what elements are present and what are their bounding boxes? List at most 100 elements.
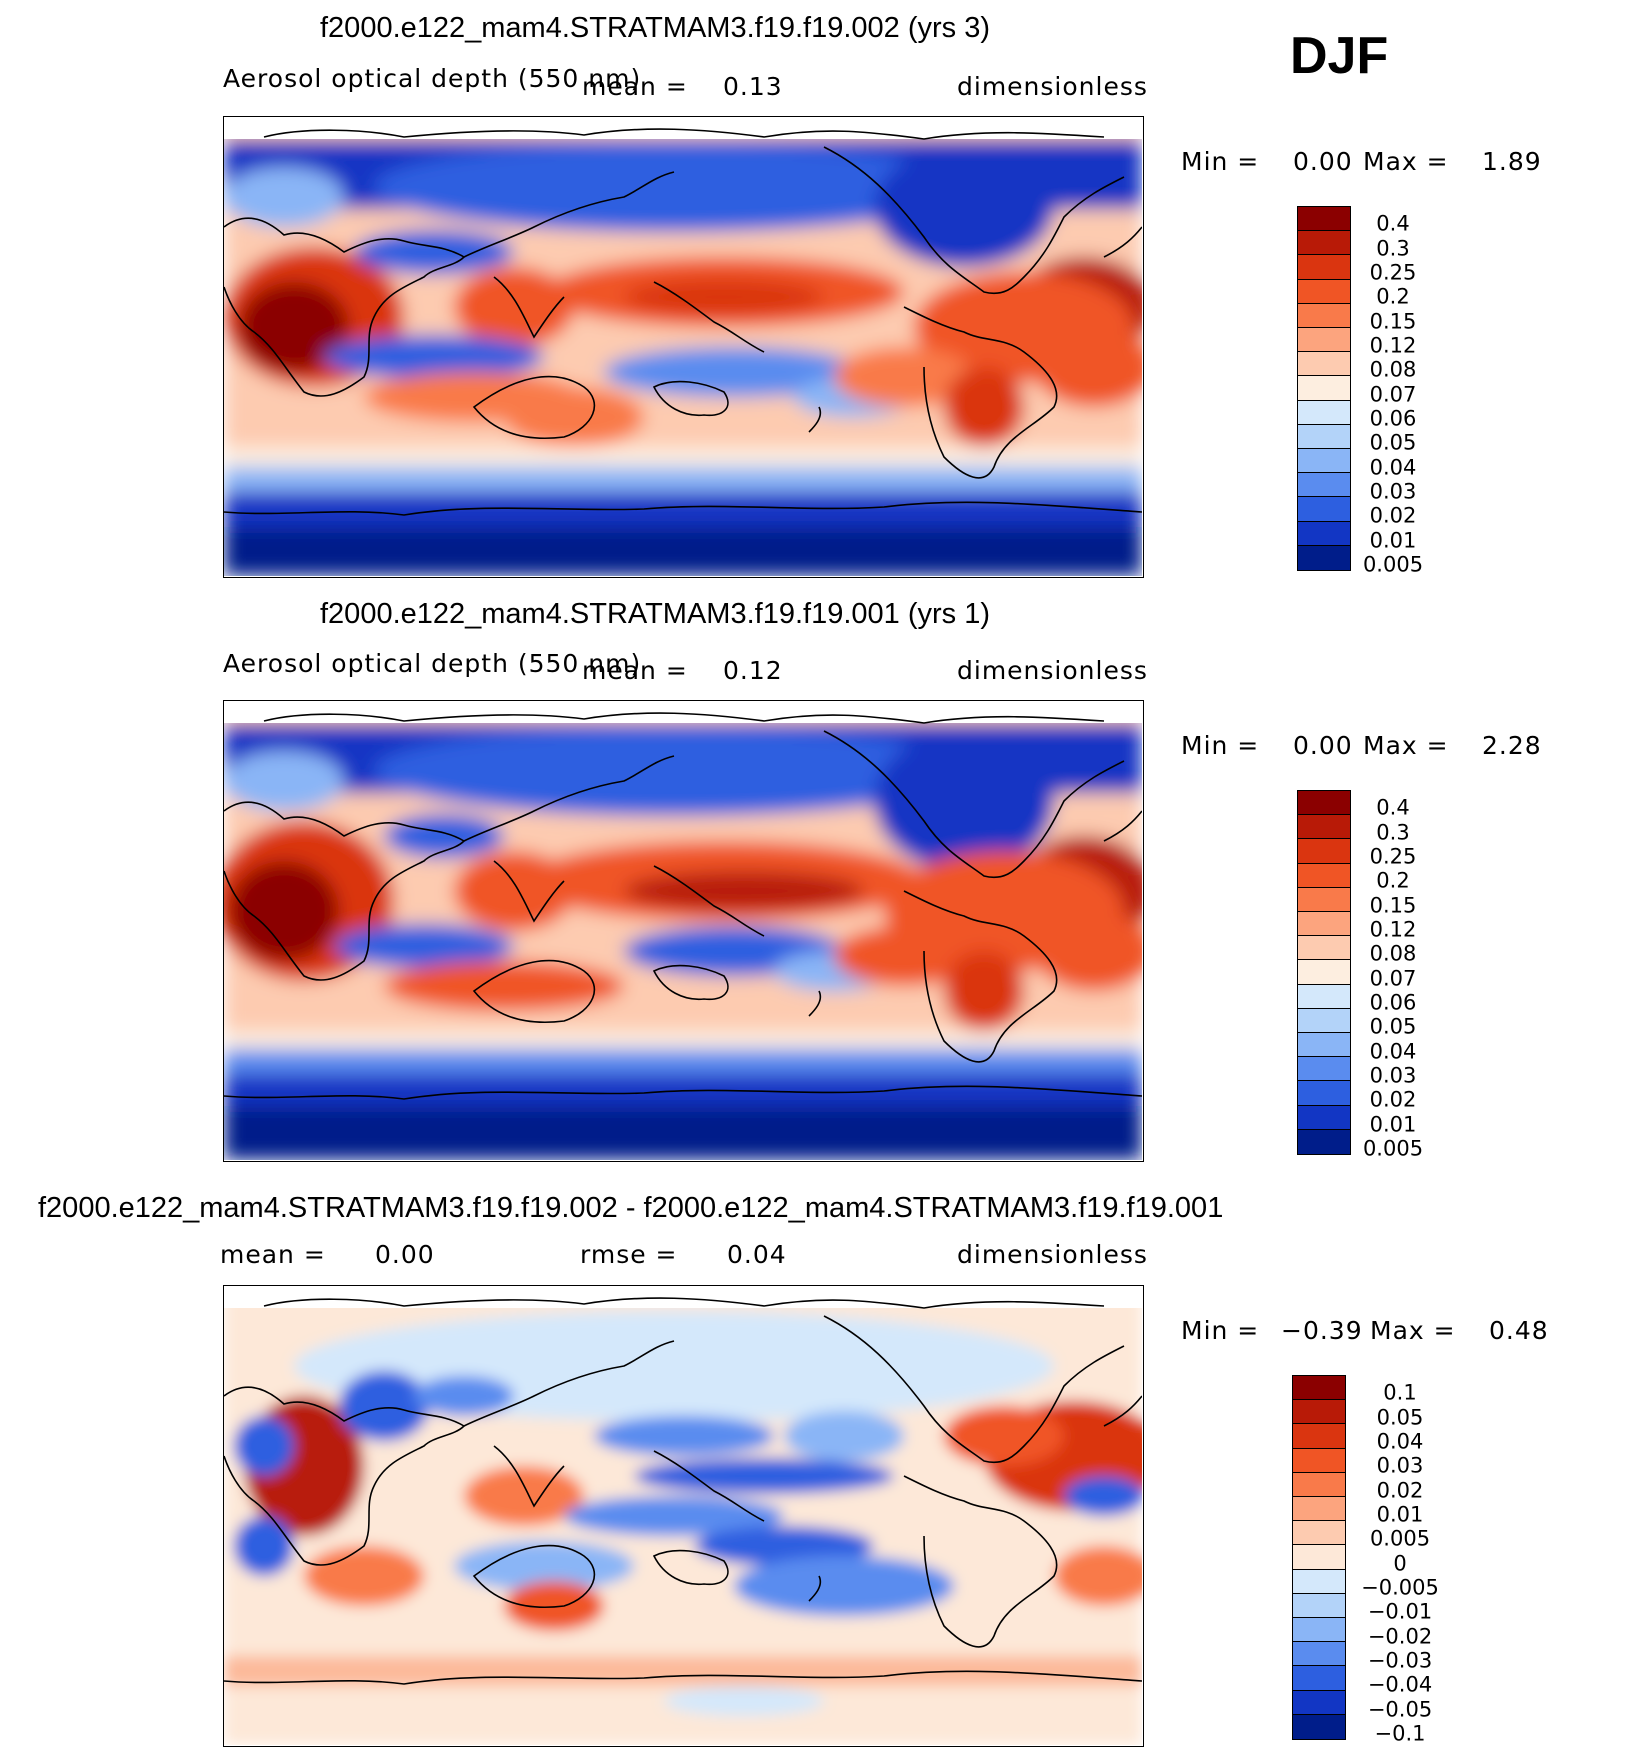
colorbar-tick-label: −0.01 [1367, 1599, 1433, 1624]
colorbar-segment [1298, 497, 1350, 522]
panel-3-map [223, 1285, 1144, 1747]
colorbar-segment [1293, 1593, 1345, 1618]
colorbar-tick-label: 0.05 [1376, 1405, 1424, 1430]
panel-1-map [223, 116, 1144, 578]
colorbar-segment [1298, 449, 1350, 474]
panel-3-max-label: Max = [1370, 1316, 1456, 1345]
colorbar-segment [1293, 1714, 1345, 1739]
colorbar-tick-label: 0.02 [1376, 1478, 1424, 1503]
colorbar-segment [1298, 936, 1350, 961]
colorbar-segment [1293, 1521, 1345, 1546]
panel-2-coastlines [224, 712, 1142, 1100]
colorbar-tick-label: 0.01 [1376, 1502, 1424, 1527]
colorbar-tick-label: 0.01 [1369, 1112, 1417, 1137]
colorbar-segment [1293, 1690, 1345, 1715]
panel-2-map [223, 700, 1144, 1162]
colorbar-segment [1298, 912, 1350, 937]
panel-3-min-value: −0.39 [1281, 1316, 1363, 1345]
panel-1-mean-value: 0.13 [723, 72, 783, 101]
colorbar-segment [1298, 279, 1350, 304]
colorbar-segment [1298, 352, 1350, 377]
colorbar-tick-label: 0.4 [1376, 211, 1410, 236]
colorbar-tick-label: 0.15 [1369, 893, 1417, 918]
colorbar-tick-label: 0.05 [1369, 430, 1417, 455]
colorbar-tick-label: 0.2 [1376, 284, 1410, 309]
colorbar-tick-label: −0.04 [1367, 1672, 1433, 1697]
colorbar-segment [1293, 1400, 1345, 1425]
colorbar-segment [1298, 791, 1350, 816]
colorbar-segment [1293, 1545, 1345, 1570]
colorbar-segment [1298, 1033, 1350, 1058]
panel-3-rmse-label: rmse = [580, 1240, 678, 1269]
panel-1-map-svg [224, 117, 1142, 576]
panel-1-colorbar-labels: 0.4 0.3 0.25 0.2 0.15 0.12 0.08 0.07 0.06 0.05 0.0… [1363, 206, 1423, 575]
panel-3-min-label: Min = [1181, 1316, 1260, 1345]
colorbar-tick-label: 0.05 [1369, 1014, 1417, 1039]
colorbar-segment [1298, 1081, 1350, 1106]
panel-3-map-svg [224, 1286, 1142, 1745]
colorbar-tick-label: 0.3 [1376, 236, 1410, 261]
colorbar-tick-label: 0.04 [1376, 1429, 1424, 1454]
colorbar-segment [1298, 815, 1350, 840]
panel-2-colorbar-labels: 0.4 0.3 0.25 0.2 0.15 0.12 0.08 0.07 0.06 0.05 0.0… [1363, 790, 1423, 1159]
colorbar-tick-label: 0.06 [1369, 990, 1417, 1015]
colorbar-segment [1298, 424, 1350, 449]
colorbar-segment [1298, 887, 1350, 912]
colorbar-tick-label: 0.005 [1362, 1136, 1424, 1161]
panel-2-variable: Aerosol optical depth (550 nm) [223, 649, 642, 678]
panel-1-min-value: 0.00 [1293, 147, 1353, 176]
colorbar-segment [1298, 984, 1350, 1009]
colorbar-tick-label: 0.3 [1376, 820, 1410, 845]
colorbar-segment [1298, 473, 1350, 498]
panel-3-rmse-value: 0.04 [727, 1240, 787, 1269]
colorbar-segment [1298, 328, 1350, 353]
colorbar-segment [1293, 1666, 1345, 1691]
colorbar-segment [1298, 255, 1350, 280]
colorbar-tick-label: 0.2 [1376, 868, 1410, 893]
colorbar-tick-label: 0.07 [1369, 966, 1417, 991]
colorbar-tick-label: 0.4 [1376, 795, 1410, 820]
colorbar-tick-label: 0.02 [1369, 503, 1417, 528]
colorbar-segment [1298, 863, 1350, 888]
panel-3-title: f2000.e122_mam4.STRATMAM3.f19.f19.002 - … [38, 1192, 1224, 1224]
colorbar-segment [1298, 960, 1350, 985]
colorbar-segment [1293, 1448, 1345, 1473]
colorbar-tick-label: 0.25 [1369, 844, 1417, 869]
colorbar-tick-label: 0 [1393, 1551, 1407, 1576]
panel-1-coastlines [224, 128, 1142, 516]
colorbar-tick-label: 0.005 [1362, 552, 1424, 577]
panel-1-units: dimensionless [957, 72, 1148, 101]
panel-3-colorbar [1292, 1375, 1346, 1740]
colorbar-tick-label: 0.04 [1369, 455, 1417, 480]
colorbar-tick-label: 0.04 [1369, 1039, 1417, 1064]
colorbar-tick-label: 0.12 [1369, 333, 1417, 358]
colorbar-segment [1298, 1105, 1350, 1130]
panel-1-min-label: Min = [1181, 147, 1260, 176]
colorbar-segment [1293, 1376, 1345, 1401]
colorbar-tick-label: −0.02 [1367, 1624, 1433, 1649]
colorbar-tick-label: 0.1 [1383, 1380, 1417, 1405]
colorbar-tick-label: −0.05 [1367, 1697, 1433, 1722]
colorbar-segment [1298, 1057, 1350, 1082]
season-label: DJF [1290, 27, 1389, 85]
colorbar-tick-label: −0.1 [1374, 1721, 1426, 1746]
colorbar-tick-label: 0.06 [1369, 406, 1417, 431]
panel-2-units: dimensionless [957, 656, 1148, 685]
colorbar-tick-label: 0.03 [1376, 1453, 1424, 1478]
panel-2-min-value: 0.00 [1293, 731, 1353, 760]
colorbar-tick-label: 0.005 [1369, 1526, 1431, 1551]
colorbar-tick-label: 0.15 [1369, 309, 1417, 334]
panel-2-mean-value: 0.12 [723, 656, 783, 685]
panel-3-colorbar-labels: 0.1 0.05 0.04 0.03 0.02 0.01 0.005 0 −0.005 −0.01… [1361, 1375, 1439, 1744]
colorbar-tick-label: 0.02 [1369, 1087, 1417, 1112]
colorbar-segment [1298, 521, 1350, 546]
colorbar-segment [1298, 376, 1350, 401]
panel-3-mean-label: mean = [220, 1240, 326, 1269]
colorbar-segment [1298, 303, 1350, 328]
colorbar-segment [1298, 545, 1350, 570]
panel-1-title: f2000.e122_mam4.STRATMAM3.f19.f19.002 (y… [320, 12, 990, 44]
panel-2-title: f2000.e122_mam4.STRATMAM3.f19.f19.001 (y… [320, 598, 990, 630]
colorbar-segment [1298, 231, 1350, 256]
colorbar-tick-label: 0.08 [1369, 941, 1417, 966]
colorbar-segment [1298, 400, 1350, 425]
